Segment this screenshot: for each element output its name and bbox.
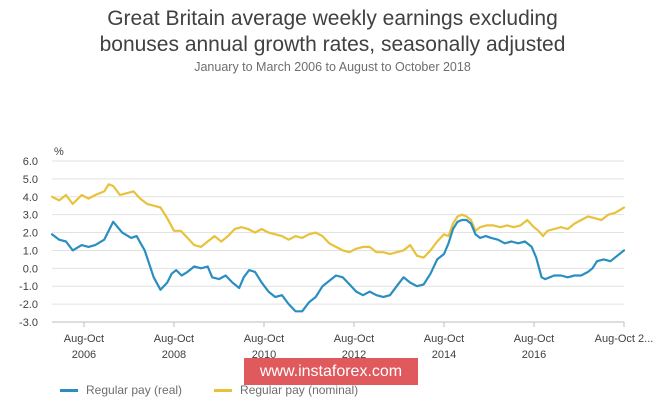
x-tick-year: 2014 (432, 349, 456, 361)
y-tick-label: 0.0 (23, 263, 38, 275)
grid (52, 160, 624, 323)
y-tick-label: 2.0 (23, 228, 38, 240)
chart-title-line-2: bonuses annual growth rates, seasonally … (99, 33, 566, 56)
y-tick-label: -2.0 (19, 299, 38, 311)
y-axis: 6.0 5.0 4.0 3.0 2.0 1.0 0.0 -1.0 -2.0 -3.0 (19, 156, 38, 329)
x-tick-label: Aug-Oct (514, 333, 554, 345)
series-line-real (50, 218, 626, 313)
chart-subtitle: January to March 2006 to August to Octob… (194, 60, 471, 74)
x-tick-year: 2006 (72, 349, 96, 361)
x-tick-label: Aug-Oct (64, 333, 104, 345)
x-tick-label: Aug-Oct (334, 333, 374, 345)
y-tick-label: -3.0 (19, 317, 38, 329)
legend-swatch-real (60, 388, 78, 392)
legend-swatch-nominal (214, 388, 233, 392)
x-axis: Aug-Oct2006Aug-Oct2008Aug-Oct2010Aug-Oct… (52, 321, 654, 361)
chart-title: Great Britain average weekly earnings ex… (0, 6, 665, 58)
watermark-banner: www.instaforex.com (244, 358, 418, 385)
y-tick-label: 1.0 (23, 245, 38, 257)
legend-item-real[interactable]: Regular pay (real) (60, 383, 182, 397)
x-tick-label: Aug-Oct (154, 333, 194, 345)
y-tick-label: 6.0 (23, 156, 38, 168)
legend-item-nominal[interactable]: Regular pay (nominal) (214, 383, 358, 397)
x-tick-year: 2016 (522, 349, 546, 361)
x-tick-label: Aug-Oct 2... (595, 333, 654, 345)
series-lines (50, 183, 626, 313)
x-tick-year: 2008 (162, 349, 186, 361)
chart-title-line-1: Great Britain average weekly earnings ex… (107, 7, 558, 30)
legend: Regular pay (real) Regular pay (nominal) (60, 383, 358, 397)
y-tick-label: 4.0 (23, 192, 38, 204)
y-axis-unit-label: % (54, 146, 64, 158)
y-tick-label: 5.0 (23, 174, 38, 186)
legend-label-real: Regular pay (real) (86, 383, 183, 397)
x-tick-label: Aug-Oct (244, 333, 284, 345)
y-tick-label: 3.0 (23, 210, 38, 222)
x-tick-label: Aug-Oct (424, 333, 464, 345)
legend-label-nominal: Regular pay (nominal) (240, 383, 359, 397)
series-line-nominal (50, 183, 626, 259)
y-tick-label: -1.0 (19, 281, 38, 293)
